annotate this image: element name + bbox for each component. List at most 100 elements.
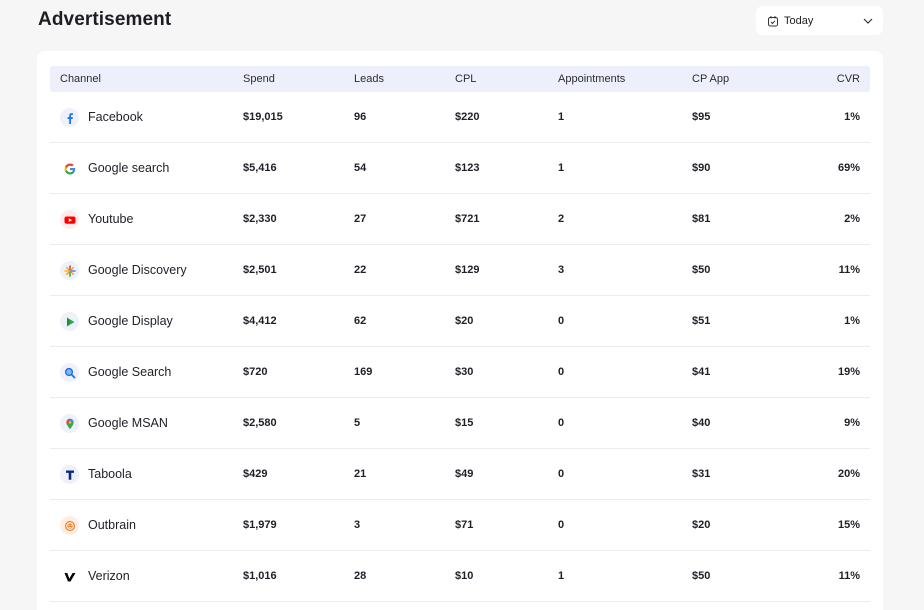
spend-value: $720 [243, 366, 268, 378]
leads-value: 96 [354, 111, 367, 123]
spend-value: $2,580 [243, 417, 277, 429]
spend-value: $2,330 [243, 213, 277, 225]
youtube-icon [60, 210, 79, 229]
header-cpl[interactable]: CPL [455, 73, 477, 85]
cp-app-value: $81 [692, 213, 711, 225]
table-row[interactable]: Google Search $720 169 $30 0 $41 19% [50, 347, 870, 398]
table-row[interactable]: Facebook $19,015 96 $220 1 $95 1% [50, 92, 870, 143]
cpl-value: $20 [455, 315, 474, 327]
taboola-icon [60, 465, 79, 484]
channel-name: Verizon [88, 569, 130, 583]
spend-value: $1,979 [243, 519, 277, 531]
header-channel[interactable]: Channel [60, 73, 101, 85]
cvr-value: 19% [837, 366, 860, 378]
appointments-value: 0 [558, 519, 565, 531]
cvr-value: 11% [838, 264, 860, 276]
table-header: Channel Spend Leads CPL Appointments CP … [50, 66, 870, 92]
cpl-value: $123 [455, 162, 480, 174]
google-display-icon [60, 312, 79, 331]
cp-app-value: $20 [692, 519, 711, 531]
verizon-icon [60, 567, 79, 586]
table-row[interactable]: Verizon $1,016 28 $10 1 $50 11% [50, 551, 870, 602]
header-cp-app[interactable]: CP App [692, 73, 730, 85]
cp-app-value: $50 [692, 264, 711, 276]
cpl-value: $220 [455, 111, 480, 123]
channel-name: Youtube [88, 212, 134, 226]
header-spend[interactable]: Spend [243, 73, 275, 85]
cp-app-value: $31 [692, 468, 711, 480]
cp-app-value: $95 [692, 111, 711, 123]
google-search-magnifier-icon [60, 363, 79, 382]
table-row[interactable]: Google Discovery $2,501 22 $129 3 $50 11… [50, 245, 870, 296]
spend-value: $4,412 [243, 315, 277, 327]
cpl-value: $15 [455, 417, 474, 429]
cvr-value: 15% [837, 519, 860, 531]
spend-value: $5,416 [243, 162, 277, 174]
appointments-value: 0 [558, 315, 565, 327]
table-row[interactable]: Google search $5,416 54 $123 1 $90 69% [50, 143, 870, 194]
outbrain-icon [60, 516, 79, 535]
appointments-value: 2 [558, 213, 565, 225]
date-filter-dropdown[interactable]: Today [756, 6, 883, 35]
channel-name: Google MSAN [88, 416, 168, 430]
leads-value: 27 [354, 213, 367, 225]
cp-app-value: $90 [692, 162, 711, 174]
spend-value: $2,501 [243, 264, 277, 276]
cvr-value: 2% [844, 213, 860, 225]
cpl-value: $721 [455, 213, 480, 225]
leads-value: 169 [354, 366, 373, 378]
spend-value: $429 [243, 468, 268, 480]
cvr-value: 9% [844, 417, 860, 429]
cpl-value: $129 [455, 264, 480, 276]
channel-name: Google search [88, 161, 170, 175]
table-row[interactable]: Outbrain $1,979 3 $71 0 $20 15% [50, 500, 870, 551]
chevron-down-icon [863, 18, 873, 24]
cvr-value: 1% [844, 111, 860, 123]
appointments-value: 1 [558, 570, 565, 582]
header-appointments[interactable]: Appointments [558, 73, 626, 85]
channel-name: Outbrain [88, 518, 136, 532]
table-row[interactable]: Youtube $2,330 27 $721 2 $81 2% [50, 194, 870, 245]
cp-app-value: $40 [692, 417, 711, 429]
appointments-value: 1 [558, 162, 565, 174]
cp-app-value: $50 [692, 570, 711, 582]
cp-app-value: $41 [692, 366, 711, 378]
appointments-value: 0 [558, 468, 565, 480]
cpl-value: $10 [455, 570, 474, 582]
table-row[interactable]: Google MSAN $2,580 5 $15 0 $40 9% [50, 398, 870, 449]
facebook-icon [60, 108, 79, 127]
google-maps-pin-icon [60, 414, 79, 433]
leads-value: 5 [354, 417, 361, 429]
channel-name: Taboola [88, 467, 132, 481]
channel-name: Facebook [88, 110, 143, 124]
cpl-value: $30 [455, 366, 474, 378]
advertisement-table-card: Channel Spend Leads CPL Appointments CP … [37, 51, 883, 610]
appointments-value: 1 [558, 111, 565, 123]
cpl-value: $71 [455, 519, 474, 531]
header-cvr[interactable]: CVR [836, 73, 860, 85]
table-row[interactable]: Taboola $429 21 $49 0 $31 20% [50, 449, 870, 500]
cvr-value: 11% [838, 570, 860, 582]
appointments-value: 3 [558, 264, 565, 276]
leads-value: 28 [354, 570, 367, 582]
table-row[interactable]: Google Display $4,412 62 $20 0 $51 1% [50, 296, 870, 347]
page-title: Advertisement [38, 9, 172, 30]
appointments-value: 0 [558, 417, 565, 429]
leads-value: 54 [354, 162, 367, 174]
channel-name: Google Discovery [88, 263, 187, 277]
leads-value: 62 [354, 315, 367, 327]
cvr-value: 69% [837, 162, 860, 174]
cvr-value: 20% [837, 468, 860, 480]
google-icon [60, 159, 79, 178]
header-leads[interactable]: Leads [354, 73, 384, 85]
date-filter-label: Today [784, 14, 814, 27]
leads-value: 22 [354, 264, 367, 276]
spend-value: $19,015 [243, 111, 283, 123]
channel-name: Google Search [88, 365, 172, 379]
channel-name: Google Display [88, 314, 173, 328]
cvr-value: 1% [844, 315, 860, 327]
appointments-value: 0 [558, 366, 565, 378]
spend-value: $1,016 [243, 570, 277, 582]
cpl-value: $49 [455, 468, 474, 480]
leads-value: 3 [354, 519, 361, 531]
